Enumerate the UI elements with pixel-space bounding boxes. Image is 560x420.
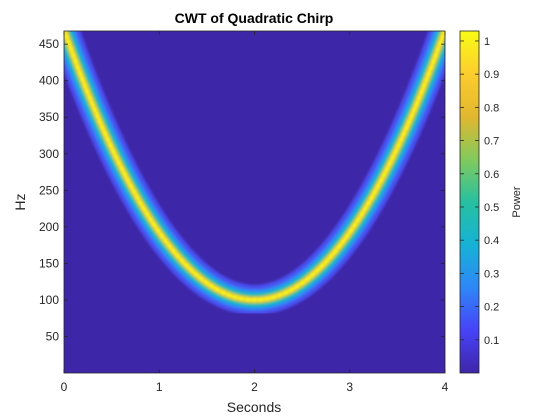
colorbar-tick-label: 0.2 [484, 302, 499, 314]
y-tick-label: 100 [39, 293, 59, 307]
colorbar-gradient [460, 31, 479, 373]
colorbar-tick-label: 0.5 [484, 202, 499, 214]
colorbar-tick-label: 0.3 [484, 268, 499, 280]
y-tick-label: 450 [39, 37, 59, 51]
x-tick-label: 4 [442, 380, 449, 394]
x-tick-label: 2 [251, 380, 258, 394]
x-tick-label: 1 [156, 380, 163, 394]
y-tick-label: 400 [39, 74, 59, 88]
colorbar-tick-label: 0.4 [484, 235, 499, 247]
plot-background [64, 31, 445, 373]
y-tick-label: 350 [39, 110, 59, 124]
ridge-peak [64, 31, 445, 302]
colorbar-tick-label: 0.1 [484, 335, 499, 347]
colorbar-tick-label: 1 [484, 36, 490, 48]
y-axis-label: Hz [12, 193, 28, 210]
colorbar: 0.1 0.2 0.3 0.4 0.5 0.6 0.7 0.8 0.9 1 Power [459, 30, 523, 374]
colorbar-tick-label: 0.7 [484, 136, 499, 148]
y-tick-label: 200 [39, 220, 59, 234]
plot-area [63, 30, 446, 374]
colorbar-tick-label: 0.6 [484, 169, 499, 181]
y-tick-label: 50 [46, 329, 60, 343]
colorbar-border [459, 30, 480, 374]
chart-title: CWT of Quadratic Chirp [175, 10, 334, 26]
x-tick-label: 0 [61, 380, 68, 394]
colorbar-tick-label: 0.8 [484, 102, 499, 114]
heatmap-layer [64, 31, 445, 315]
y-axis: 50 100 150 200 250 300 350 400 450 [39, 37, 445, 343]
colorbar-label: Power [511, 186, 523, 218]
y-tick-label: 250 [39, 183, 59, 197]
colorbar-ticks: 0.1 0.2 0.3 0.4 0.5 0.6 0.7 0.8 0.9 1 [460, 36, 499, 347]
x-axis: 0 1 2 3 4 [61, 31, 449, 394]
x-axis-label: Seconds [227, 399, 281, 415]
y-tick-label: 300 [39, 147, 59, 161]
x-tick-label: 3 [346, 380, 353, 394]
y-tick-label: 150 [39, 256, 59, 270]
colorbar-tick-label: 0.9 [484, 69, 499, 81]
ridge-band [64, 31, 445, 315]
